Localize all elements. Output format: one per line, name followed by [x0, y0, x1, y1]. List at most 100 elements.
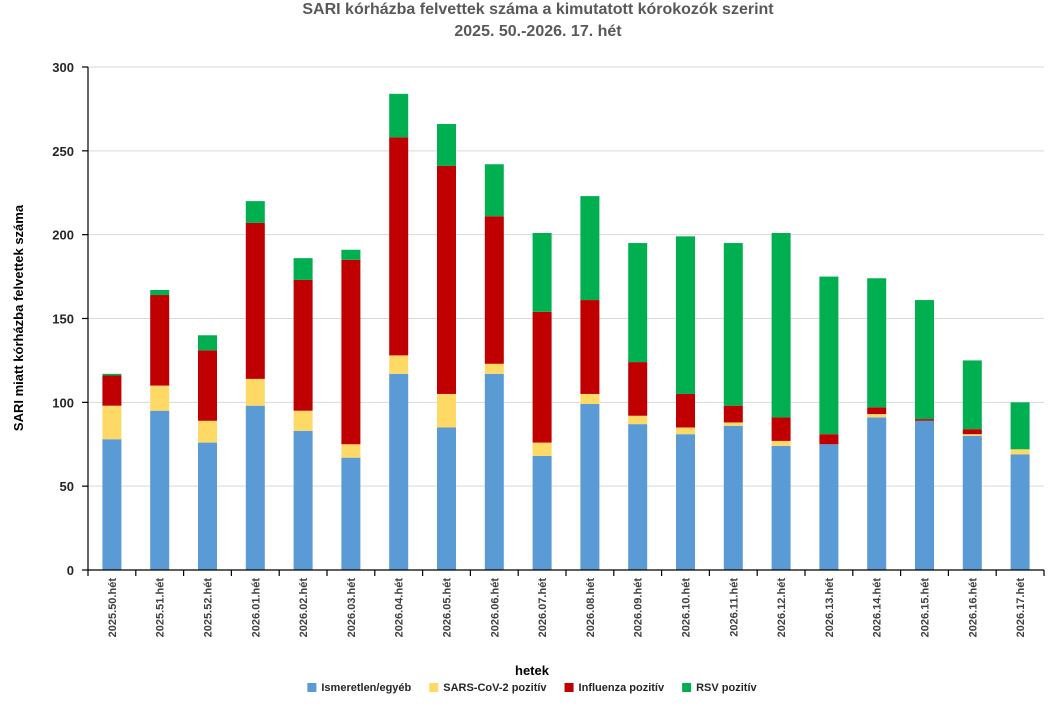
bar-segment [389, 355, 409, 374]
legend-label: Influenza pozitív [579, 682, 665, 694]
bar-segment [676, 236, 695, 394]
bar-segment [628, 424, 648, 570]
bar-segment [915, 419, 934, 421]
bar-segment [962, 360, 982, 430]
y-tick-label: 150 [52, 312, 74, 327]
x-tick-labels: 2025.50.hét 2025.51.hét 2025.52.hét 2026.01… [107, 578, 1027, 638]
x-tick-label: 2025.51.hét [155, 578, 167, 638]
y-tick-label: 300 [52, 60, 74, 75]
bar-segment [198, 335, 217, 351]
legend-label: SARS-CoV-2 pozitív [443, 682, 547, 694]
bar-segment [150, 385, 170, 411]
bar-segment [867, 414, 887, 418]
bar-segment [437, 393, 456, 428]
legend-swatch [682, 683, 692, 692]
bar-segment [723, 422, 743, 426]
x-tick-label: 2026.06.hét [489, 578, 501, 638]
bar-segment [676, 434, 695, 570]
bar-segment [771, 232, 791, 418]
bar-segment [962, 435, 982, 570]
bar-segment [1010, 402, 1030, 450]
x-tick-label: 2026.11.hét [728, 578, 740, 637]
bar-segment [580, 196, 600, 301]
x-tick-label: 2026.17.hét [1015, 578, 1027, 638]
bar-segment [198, 420, 217, 443]
x-tick-label: 2026.15.hét [920, 578, 932, 638]
bar-segment [245, 405, 265, 570]
bar-segment [771, 440, 791, 446]
bar-segment [437, 165, 456, 394]
bar-segment [676, 427, 695, 435]
x-tick-label: 2026.05.hét [442, 578, 454, 638]
bar-segment [628, 362, 648, 416]
bar-segment [245, 222, 265, 379]
bar-segment [484, 373, 504, 570]
chart-subtitle: 2025. 50.-2026. 17. hét [454, 23, 622, 40]
bar-segment [150, 295, 170, 386]
bar-segment [723, 243, 743, 406]
bar-segment [532, 442, 552, 456]
x-tick-label: 2026.16.hét [967, 578, 979, 638]
bar-segment [962, 429, 982, 435]
bar-segment [437, 124, 456, 166]
bar-segment [532, 455, 552, 570]
bar-segment [962, 434, 982, 436]
legend-label: RSV pozitív [696, 682, 757, 694]
legend-swatch [307, 683, 317, 692]
bar-segment [867, 417, 887, 570]
bar-segment [532, 232, 552, 312]
bar-segment [389, 93, 409, 138]
bar-segment [293, 430, 313, 570]
bar-segment [580, 300, 600, 394]
bars [102, 93, 1030, 570]
bar-segment [293, 258, 313, 280]
bar-segment [723, 425, 743, 570]
y-tick-label: 0 [67, 563, 74, 578]
bar-segment [915, 300, 934, 420]
bar-segment [293, 410, 313, 431]
bar-segment [102, 375, 122, 406]
x-tick-label: 2026.03.hét [346, 578, 358, 638]
x-tick-label: 2026.12.hét [776, 578, 788, 638]
bar-segment [102, 439, 122, 570]
bar-segment [341, 444, 361, 458]
chart-title: SARI kórházba felvettek száma a kimutato… [302, 1, 774, 18]
bar-segment [341, 457, 361, 570]
bar-segment [771, 445, 791, 570]
y-tick-label: 250 [52, 144, 74, 159]
bar-segment [580, 393, 600, 405]
x-tick-label: 2025.50.hét [107, 578, 119, 638]
gridlines [88, 66, 1044, 487]
legend: Ismeretlen/egyéb SARS-CoV-2 pozitív Influe… [307, 682, 757, 694]
bar-segment [198, 442, 217, 570]
y-tick-label: 100 [52, 395, 74, 410]
bar-segment [915, 420, 934, 570]
bar-segment [102, 373, 122, 376]
bar-segment [676, 393, 695, 428]
bar-segment [150, 410, 170, 570]
x-tick-label: 2026.14.hét [872, 578, 884, 638]
legend-label: Ismeretlen/egyéb [321, 682, 411, 694]
bar-segment [628, 243, 648, 363]
bar-segment [150, 289, 170, 296]
bar-segment [867, 278, 887, 408]
bar-segment [819, 276, 839, 435]
bar-segment [723, 405, 743, 423]
bar-segment [484, 164, 504, 217]
bar-segment [867, 407, 887, 415]
legend-swatch [564, 683, 574, 692]
bar-segment [484, 363, 504, 374]
x-tick-label: 2026.13.hét [824, 578, 836, 638]
x-tick-label: 2026.04.hét [394, 578, 406, 638]
bar-segment [102, 405, 122, 440]
bar-segment [819, 444, 839, 570]
bar-segment [245, 201, 265, 223]
bar-segment [532, 311, 552, 443]
y-axis-title: SARI miatt kórházba felvettek száma [11, 204, 26, 431]
x-tick-label: 2026.09.hét [633, 578, 645, 638]
bar-segment [484, 216, 504, 364]
bar-segment [389, 373, 409, 570]
legend-swatch [429, 683, 439, 692]
bar-segment [1010, 454, 1030, 570]
